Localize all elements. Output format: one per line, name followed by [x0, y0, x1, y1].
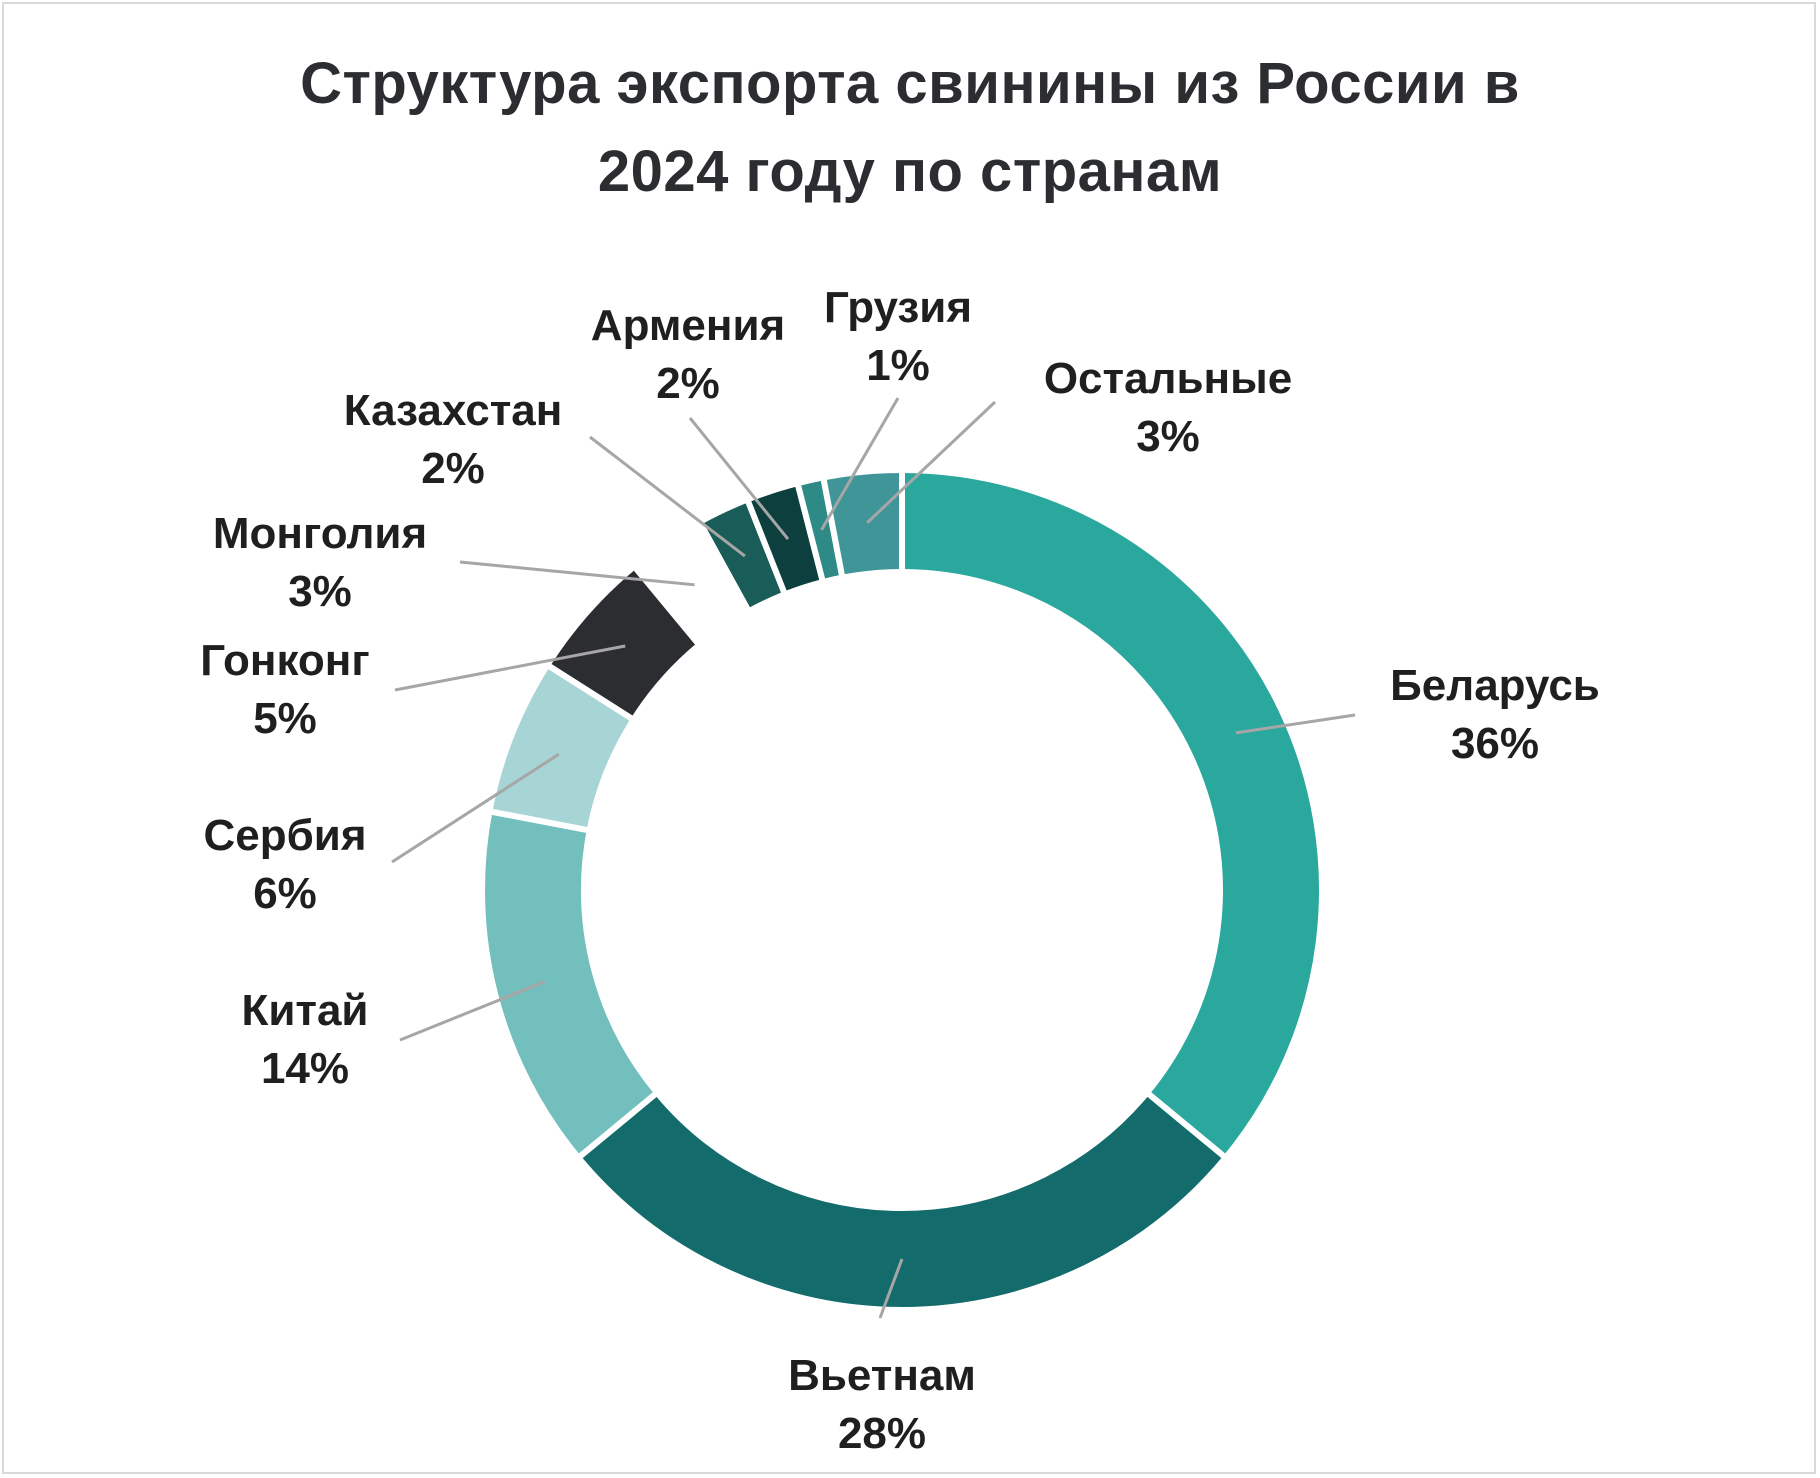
slice-label-6: Монголия	[213, 509, 427, 558]
slice-label-1: Беларусь	[1390, 661, 1600, 710]
chart-title: Структура экспорта свинины из России в 2…	[0, 40, 1820, 216]
slice-2	[574, 1088, 1230, 1314]
slice-percent-4: 6%	[253, 869, 317, 918]
leader-line-4	[391, 752, 560, 864]
slice-percent-1: 36%	[1451, 719, 1539, 768]
slice-label-7: Казахстан	[344, 386, 563, 435]
slice-label-10: Остальные	[1044, 354, 1292, 403]
slice-percent-10: 3%	[1136, 412, 1200, 461]
slice-3	[479, 807, 662, 1162]
donut-slices	[479, 466, 1326, 1314]
slice-percent-5: 5%	[253, 694, 317, 743]
leader-line-6	[459, 560, 695, 587]
chart-title-line-2: 2024 году по странам	[597, 139, 1223, 204]
slice-label-5: Гонконг	[200, 636, 369, 685]
leader-line-7	[589, 435, 746, 558]
leader-line-9	[820, 397, 900, 531]
slice-label-8: Армения	[591, 301, 785, 350]
leader-line-1	[1235, 713, 1356, 735]
slice-label-3: Китай	[242, 986, 369, 1035]
slice-percent-6: 3%	[288, 567, 352, 616]
chart-title-line-1: Структура экспорта свинины из России в	[300, 51, 1520, 116]
slice-10	[819, 466, 905, 582]
leader-lines	[391, 397, 1356, 1319]
leader-line-10	[866, 400, 997, 524]
slice-percent-2: 28%	[838, 1409, 926, 1458]
leader-line-3	[399, 980, 546, 1042]
slice-percent-9: 1%	[866, 341, 930, 390]
slice-1	[899, 466, 1326, 1162]
slice-percent-8: 2%	[656, 359, 720, 408]
slice-percent-3: 14%	[261, 1044, 349, 1093]
slice-labels: Беларусь 36% Вьетнам 28% Китай 14% Сербия 6% Гон…	[200, 283, 1600, 1458]
leader-line-2	[878, 1258, 904, 1319]
slice-label-9: Грузия	[824, 283, 972, 332]
slice-percent-7: 2%	[421, 444, 485, 493]
slice-label-2: Вьетнам	[788, 1351, 976, 1400]
slice-label-4: Сербия	[203, 811, 366, 860]
leader-line-8	[688, 417, 790, 541]
leader-line-5	[394, 644, 626, 692]
